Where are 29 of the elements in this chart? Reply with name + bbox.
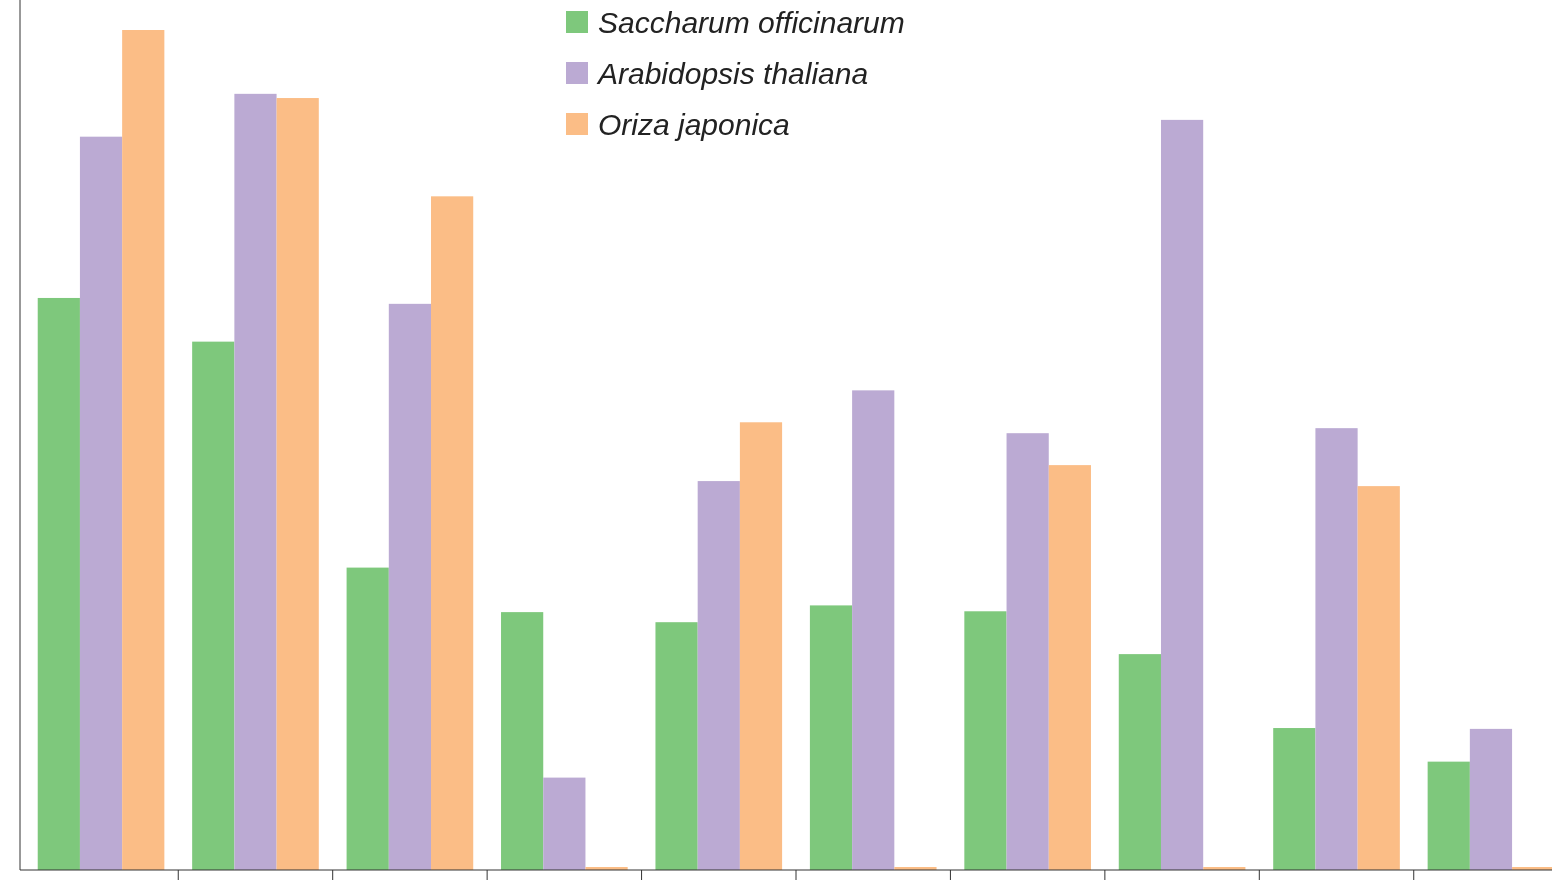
bar — [739, 422, 783, 870]
bar — [1315, 428, 1358, 870]
bar — [346, 567, 389, 870]
bar — [1427, 761, 1470, 870]
bar — [431, 196, 474, 870]
bar — [234, 93, 277, 870]
bar — [964, 611, 1007, 870]
bar — [1006, 433, 1049, 870]
bar — [697, 481, 740, 870]
bar — [276, 98, 319, 870]
bar — [1273, 728, 1316, 870]
bar — [809, 605, 853, 870]
bar — [1118, 654, 1161, 870]
bar — [852, 390, 895, 870]
bar — [37, 297, 80, 870]
bar — [1160, 119, 1204, 870]
bar — [1469, 728, 1513, 870]
bar — [1048, 465, 1091, 870]
bar — [388, 303, 432, 870]
bar — [79, 136, 123, 870]
bar — [501, 612, 544, 870]
bar — [543, 777, 586, 870]
bar — [192, 341, 235, 870]
legend-label: Oriza japonica — [598, 108, 790, 141]
bar — [655, 622, 698, 870]
bar — [1357, 486, 1400, 870]
legend-label: Saccharum officinarum — [598, 6, 905, 39]
bar — [122, 30, 165, 870]
legend-label: Arabidopsis thaliana — [596, 57, 869, 90]
